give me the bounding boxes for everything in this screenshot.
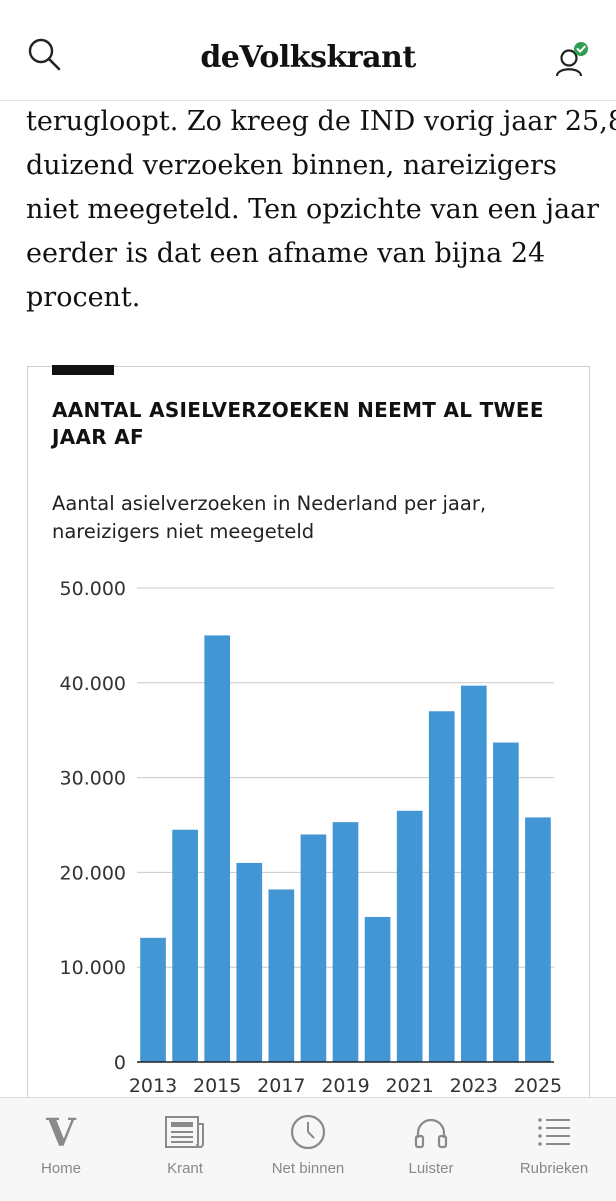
nav-luister-label: Luister: [408, 1160, 454, 1177]
nav-home[interactable]: V Home: [11, 1112, 111, 1177]
article-paragraph: terugloopt. Zo kreeg de IND vorig jaar 2…: [26, 100, 616, 320]
x-tick-label: 2017: [257, 1075, 305, 1097]
user-verified-icon[interactable]: [554, 40, 590, 80]
bar-chart: 0 10.000 20.000 30.000 40.000 50.000 2013 2015 2…: [60, 578, 563, 1097]
article-line: terugloopt. Zo kreeg de IND vorig jaar 2…: [26, 106, 616, 137]
headphones-icon: [414, 1118, 448, 1149]
clock-icon: [290, 1114, 326, 1150]
chart-title: AANTAL ASIELVERZOEKEN NEEMT AL TWEE JAAR…: [52, 398, 544, 449]
chart-subtitle: Aantal asielverzoeken in Nederland per j…: [52, 492, 487, 543]
bar-2022: [428, 711, 455, 1062]
search-icon[interactable]: [24, 36, 64, 76]
y-tick-label: 20.000: [60, 862, 126, 884]
volkskrant-v-icon: V: [45, 1112, 77, 1152]
card-accent-bar: [52, 365, 114, 375]
bar-2013: [140, 937, 166, 1062]
bar-2018: [300, 834, 327, 1062]
x-tick-label: 2019: [321, 1075, 369, 1097]
svg-text:V: V: [45, 1112, 77, 1152]
bar-2024: [493, 742, 519, 1062]
x-tick-label: 2025: [514, 1075, 562, 1097]
x-tick-label: 2013: [129, 1075, 177, 1097]
article-line: eerder is dat een afname van bijna 24: [26, 238, 546, 269]
verified-badge: [574, 42, 588, 56]
bar-2014: [172, 829, 198, 1062]
site-logo[interactable]: deVolkskrant: [200, 40, 416, 75]
x-tick-label: 2023: [450, 1075, 498, 1097]
bar-2025: [525, 817, 551, 1062]
app-header: deVolkskrant: [0, 0, 616, 101]
bar-2021: [396, 810, 423, 1062]
nav-krant-label: Krant: [167, 1160, 203, 1177]
bar-2020: [364, 916, 391, 1062]
article-body: terugloopt. Zo kreeg de IND vorig jaar 2…: [26, 100, 616, 320]
article-line: niet meegeteld. Ten opzichte van een jaa…: [26, 194, 600, 225]
article-line: procent.: [26, 282, 141, 313]
x-tick-label: 2021: [385, 1075, 433, 1097]
bar-2023: [460, 685, 487, 1062]
nav-rubrieken[interactable]: Rubrieken: [504, 1112, 604, 1177]
chart-card: AANTAL ASIELVERZOEKEN NEEMT AL TWEE JAAR…: [27, 365, 590, 1128]
list-icon: [538, 1118, 570, 1146]
nav-krant[interactable]: Krant: [135, 1112, 235, 1177]
y-tick-label: 10.000: [60, 957, 126, 979]
bar-2016: [236, 862, 263, 1062]
bar-2015: [204, 635, 231, 1062]
y-tick-label: 40.000: [60, 673, 126, 695]
y-tick-label: 0: [114, 1052, 126, 1074]
newspaper-icon: [165, 1116, 204, 1148]
bottom-navigation: V Home Krant Net binnen Luister: [0, 1097, 616, 1201]
nav-rubrieken-label: Rubrieken: [519, 1160, 589, 1177]
bar-2017: [268, 889, 295, 1062]
nav-home-label: Home: [40, 1160, 81, 1177]
nav-net-binnen-label: Net binnen: [271, 1160, 345, 1177]
y-tick-label: 50.000: [60, 578, 126, 600]
y-tick-label: 30.000: [60, 768, 126, 790]
bar-2019: [332, 822, 359, 1062]
article-line: duizend verzoeken binnen, nareizigers: [26, 150, 557, 181]
nav-net-binnen[interactable]: Net binnen: [258, 1112, 358, 1177]
nav-luister[interactable]: Luister: [381, 1112, 481, 1177]
x-tick-label: 2015: [193, 1075, 241, 1097]
